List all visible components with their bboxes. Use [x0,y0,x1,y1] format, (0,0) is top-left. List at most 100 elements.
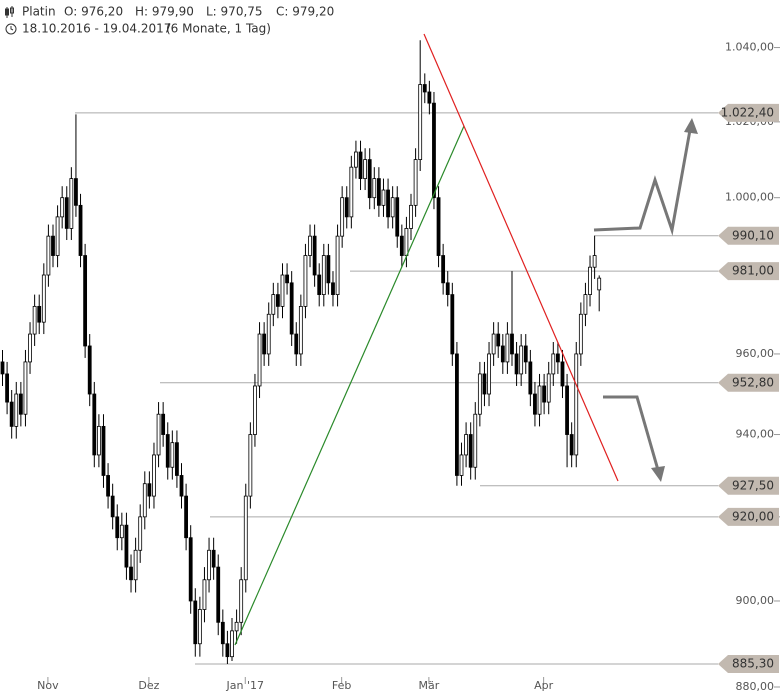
candle-body [138,516,143,551]
candle-body [349,166,354,218]
candle-body [450,294,455,355]
level-label: 952,80 [732,375,774,389]
candle-body [147,483,152,497]
candle-body [14,393,19,427]
candle-body [500,345,505,363]
candle-body [175,442,179,476]
candle-body [152,454,156,497]
candle-body [46,235,51,276]
candle-body [303,255,308,307]
candle-body [312,235,317,276]
period: (6 Monate, 1 Tag) [166,22,271,36]
axes: 880,00 900,00 920,00 940,00 960,00 1.000,00 1.… [37,41,780,693]
candle-body [578,313,583,355]
candle-body [317,274,322,295]
candle-body [193,600,198,645]
candle-body [335,235,340,295]
candle-body [0,361,5,375]
candle-body [69,178,74,229]
candle-body [285,274,289,284]
candle-body [266,313,271,355]
candle-body [179,475,184,497]
candle-body [354,151,358,168]
candle-body [551,353,556,375]
x-tick-label: Feb [332,679,351,692]
candle-body [161,413,166,435]
candle-body [230,630,234,658]
candle-body [78,204,83,256]
candle-body [487,353,491,395]
arrow-down [603,395,660,471]
candle-body [533,393,537,415]
level-tag [718,226,779,245]
candle-body [523,345,528,363]
candle-body [344,197,349,218]
candle-body [275,294,280,307]
level-tag [718,262,779,281]
candle-body [459,454,464,476]
candle-body [188,537,193,602]
candle-body [588,266,592,295]
candle-body [165,434,170,468]
y-tick-label: 880,00 [736,680,775,693]
candle-body [37,305,42,323]
candle-body [464,434,468,456]
candle-body [170,442,175,468]
candle-body [271,294,276,315]
trend-line-down [423,33,619,482]
candle-body [569,434,574,456]
close-label: C: 979,20 [276,5,334,19]
candle-body [239,579,244,623]
candle-body [482,373,487,395]
candle-body [207,549,211,581]
y-tick-label: 900,00 [736,594,775,607]
candle-body [510,333,514,355]
arrow-down-head [651,466,665,482]
candle-body [477,373,482,415]
candle-body [253,385,257,435]
candle-body [367,159,372,199]
candle-body [96,425,101,456]
candle-body [248,434,253,497]
candle-body [55,216,60,256]
candle-body [298,305,303,355]
y-tick-label: 940,00 [736,428,775,441]
y-tick-label: 1.040,00 [725,41,774,54]
level-label: 927,50 [732,478,774,492]
candle-body [133,549,138,581]
candle-body [280,274,285,307]
candle-body [60,197,65,218]
candle-body [409,204,413,229]
candle-body [321,255,326,295]
level-tag [718,103,779,122]
level-label: 885,30 [732,657,774,671]
candle-body [87,345,92,395]
candle-body [202,579,207,610]
candle-body [491,333,496,355]
candle-body [519,345,524,375]
candle-body [119,524,124,539]
level-label: 981,00 [732,264,774,278]
candle-body [129,566,133,581]
candle-body [115,516,120,539]
candle-body [418,84,423,160]
candle-body [5,373,9,403]
candle-body [404,228,409,256]
candle-body [372,178,377,199]
candle-body [505,333,510,363]
candle-body [597,277,602,291]
candle-body [197,609,202,645]
candle-body [427,91,432,104]
candle-body [413,159,418,206]
level-label: 990,10 [732,228,774,242]
low-label: L: 970,75 [206,5,263,19]
candle-body [23,361,28,415]
x-tick-label: Mär [418,679,439,692]
open-label: O: 976,20 [64,5,123,19]
level-label: 1.022,40 [721,105,774,119]
candle-body [74,178,78,206]
candle-body [560,361,565,387]
candle-body [326,255,331,284]
candle-body [308,235,312,256]
